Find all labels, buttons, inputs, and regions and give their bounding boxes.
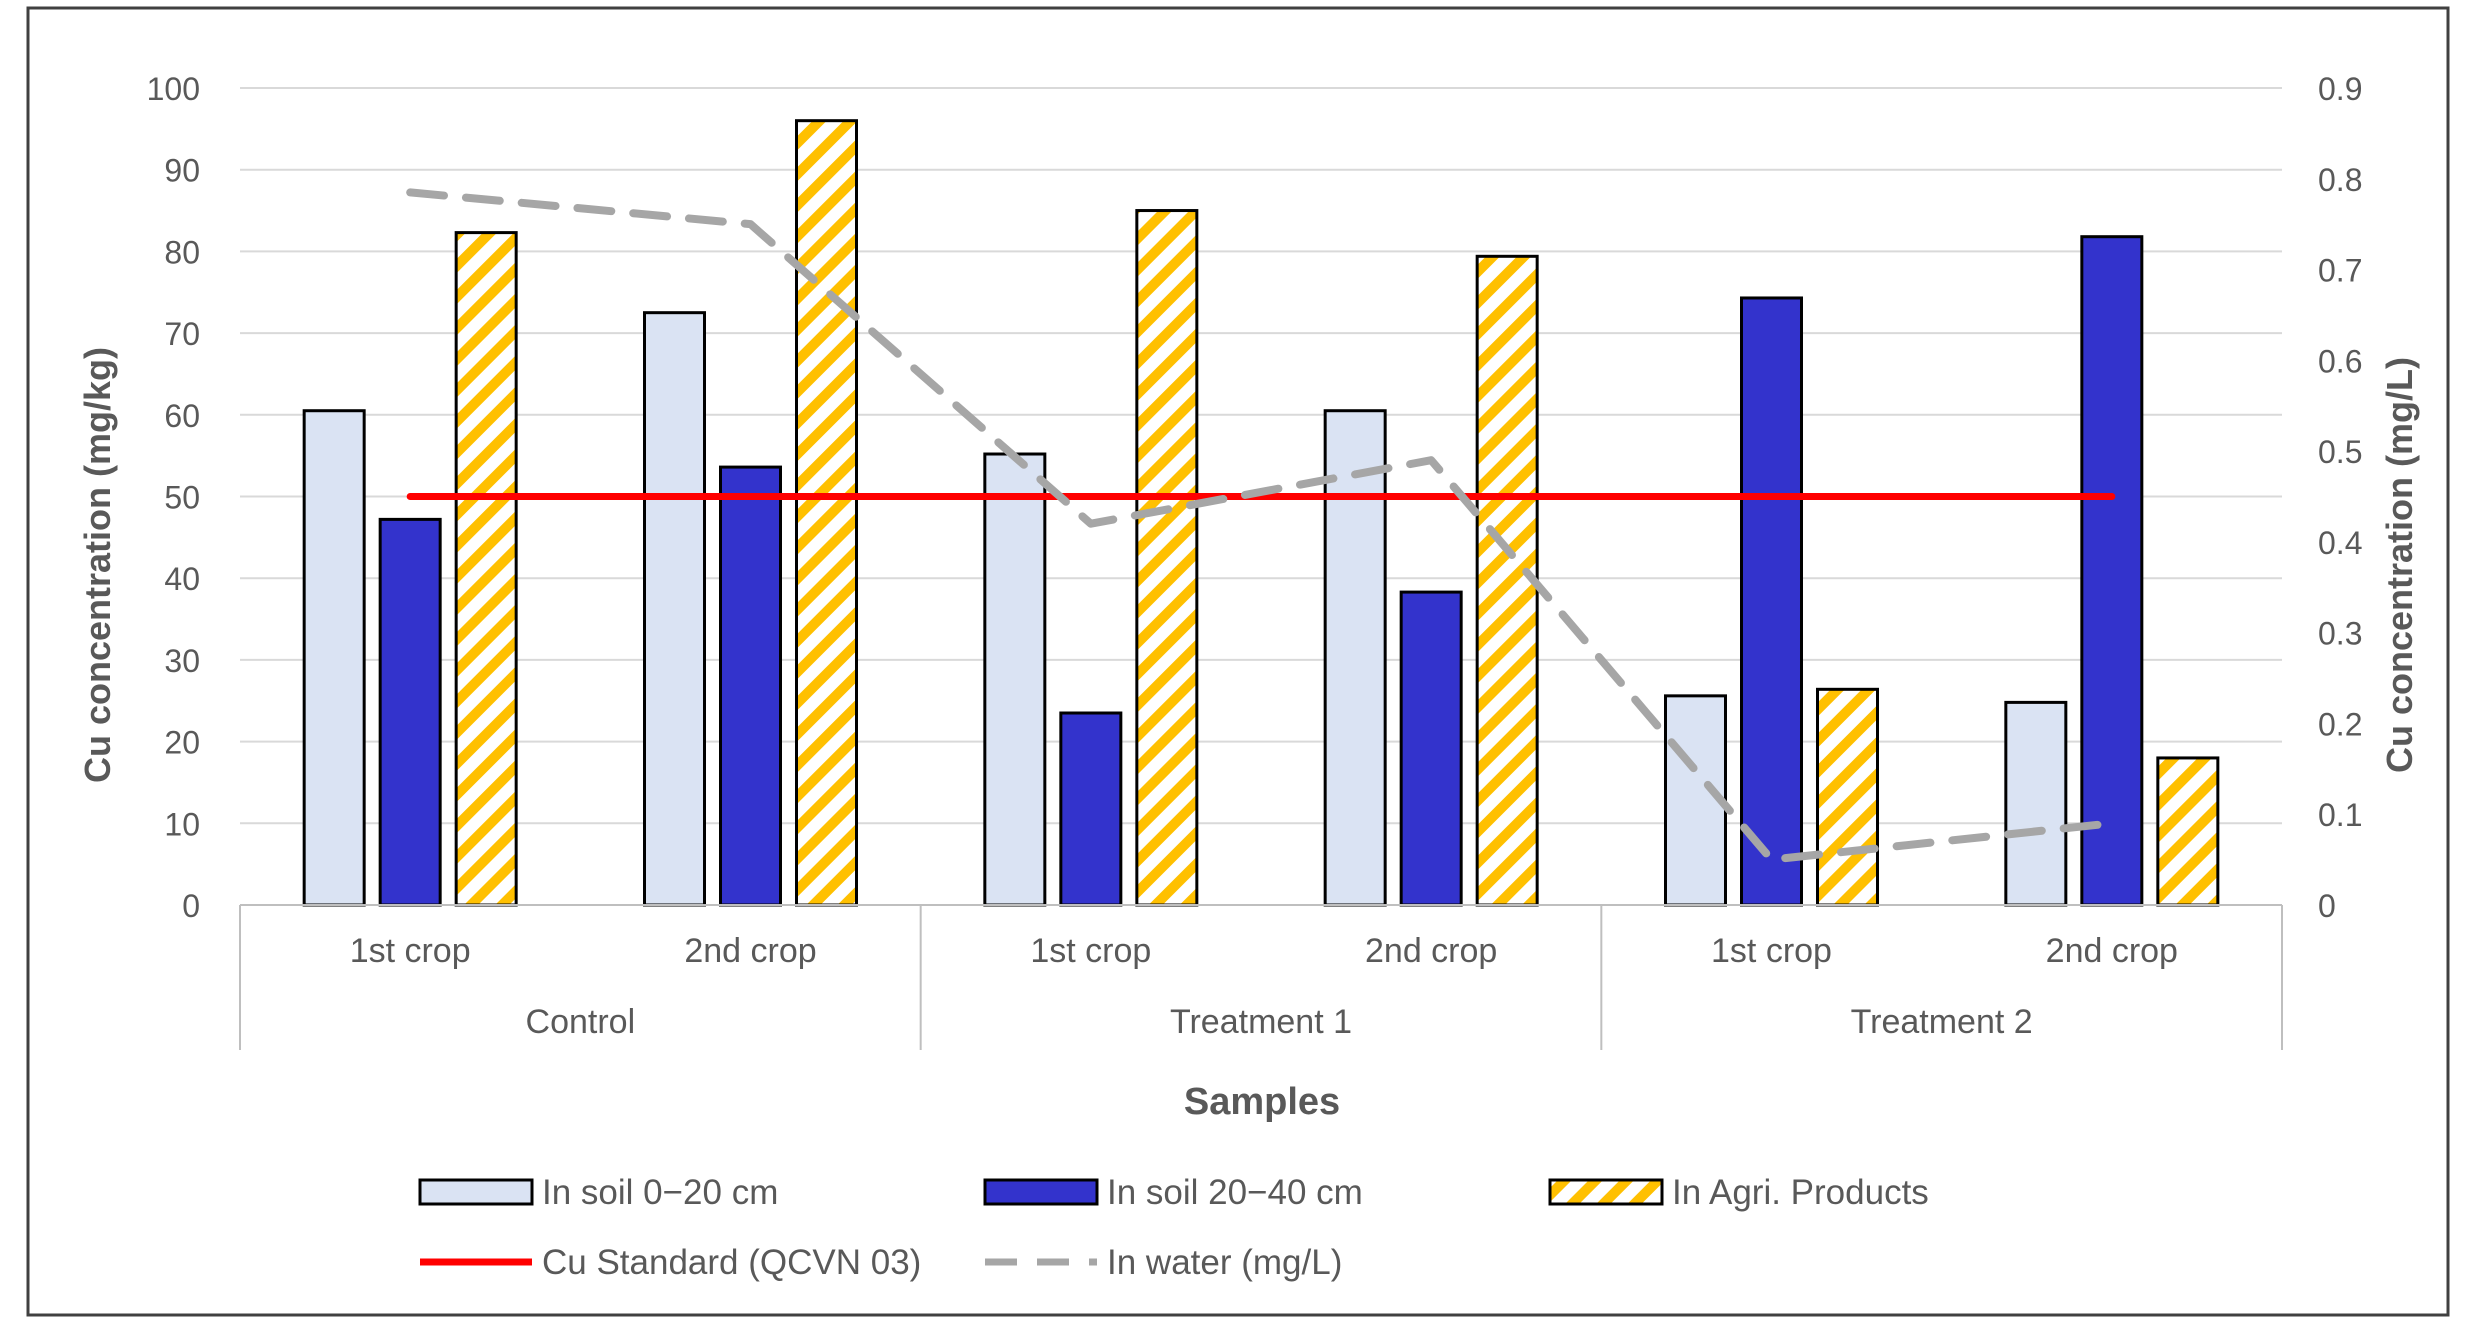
category-label: 2nd crop [2046, 932, 2178, 970]
y-tick-label: 10 [164, 806, 200, 842]
bar-2-3 [1475, 254, 1539, 907]
legend-label: In water (mg/L) [1107, 1243, 1342, 1282]
bar-1-4 [1740, 296, 1803, 907]
y-tick-label: 80 [164, 234, 200, 270]
y-tick-label: 60 [164, 398, 200, 434]
y2-axis-title: Cu concentration (mg/L) [2379, 357, 2420, 773]
group-label: Treatment 2 [1851, 1003, 2033, 1041]
bar-0-5 [2004, 700, 2068, 907]
legend-label: In soil 20−40 cm [1107, 1173, 1363, 1212]
bar-1-0 [378, 517, 442, 907]
bar-2-0 [454, 231, 518, 907]
y2-tick-label: 0.3 [2318, 616, 2362, 652]
y-axis-title: Cu concentration (mg/kg) [77, 347, 118, 783]
y2-tick-label: 0.6 [2318, 343, 2362, 379]
legend-swatch [418, 1178, 534, 1206]
gridlines [240, 87, 2282, 825]
bar-0-3 [1323, 409, 1387, 907]
series-line-1 [406, 188, 2116, 864]
y2-tick-label: 0.5 [2318, 434, 2362, 470]
bar-1-1 [719, 465, 782, 907]
bar-1-3 [1399, 590, 1463, 907]
y2-tick-label: 0.7 [2318, 253, 2362, 289]
y2-tick-label: 0.4 [2318, 525, 2362, 561]
legend: In soil 0−20 cm In soil 20−40 cm In Agri. … [418, 1173, 1929, 1282]
category-label: 1st crop [1030, 932, 1151, 970]
bars [302, 119, 2220, 907]
group-label: Control [526, 1003, 636, 1041]
x-axis: 1st crop 2nd crop 1st crop 2nd crop 1st crop… [239, 904, 2283, 1050]
bar-2-2 [1135, 209, 1199, 907]
category-label: 2nd crop [684, 932, 816, 970]
y-tick-label: 40 [164, 561, 200, 597]
legend-label: Cu Standard (QCVN 03) [542, 1243, 921, 1282]
legend-swatch [983, 1178, 1099, 1206]
group-label: Treatment 1 [1170, 1003, 1352, 1041]
legend-label: In soil 0−20 cm [542, 1173, 778, 1212]
y2-tick-label: 0 [2318, 888, 2336, 924]
y-tick-label: 20 [164, 725, 200, 761]
y-tick-label: 0 [182, 888, 200, 924]
lines [406, 188, 2116, 864]
y2-tick-label: 0.1 [2318, 797, 2362, 833]
y2-tick-label: 0.8 [2318, 162, 2362, 198]
bar-2-5 [2156, 756, 2220, 907]
legend-swatch [1548, 1178, 1664, 1206]
y-tick-label: 70 [164, 316, 200, 352]
category-label: 2nd crop [1365, 932, 1497, 970]
bar-0-0 [302, 409, 366, 907]
y-tick-label: 50 [164, 480, 200, 516]
bar-0-1 [643, 311, 706, 907]
bar-1-2 [1059, 711, 1123, 907]
bar-0-2 [983, 452, 1047, 907]
bar-1-5 [2080, 235, 2144, 907]
y-tick-label: 30 [164, 643, 200, 679]
bar-2-4 [1816, 687, 1879, 907]
legend-label: In Agri. Products [1672, 1173, 1929, 1212]
x-axis-title: Samples [1184, 1081, 1340, 1123]
bar-2-1 [795, 119, 858, 907]
y2-tick-label: 0.2 [2318, 706, 2362, 742]
category-label: 1st crop [1711, 932, 1832, 970]
y-axis-ticks: 0 10 20 30 40 50 60 70 80 90 100 [147, 71, 200, 924]
y-tick-label: 100 [147, 71, 200, 107]
y-tick-label: 90 [164, 153, 200, 189]
y2-tick-label: 0.9 [2318, 71, 2362, 107]
category-label: 1st crop [350, 932, 471, 970]
y2-axis-ticks: 0 0.1 0.2 0.3 0.4 0.5 0.6 0.7 0.8 0.9 [2318, 71, 2362, 924]
